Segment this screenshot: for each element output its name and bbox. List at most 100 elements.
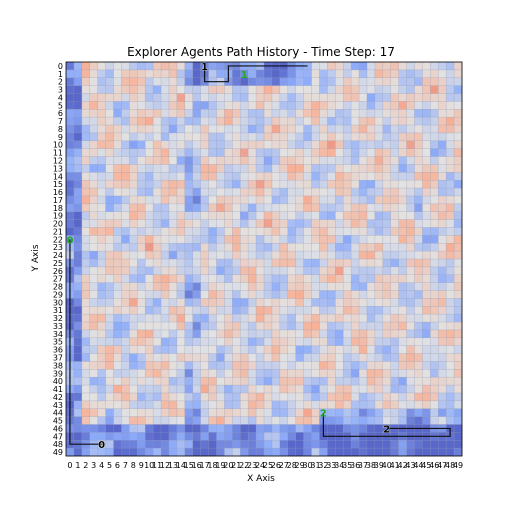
heatmap-cell [446,69,455,78]
heatmap-cell [438,164,447,173]
heatmap-cell [446,172,455,181]
heatmap-cell [145,101,154,110]
heatmap-cell [279,243,288,252]
heatmap-cell [351,125,360,134]
heatmap-cell [303,274,312,283]
heatmap-cell [161,180,170,189]
heatmap-cell [303,117,312,126]
heatmap-cell [81,377,90,386]
heatmap-cell [264,132,273,141]
heatmap-cell [264,172,273,181]
heatmap-cell [224,314,233,323]
heatmap-cell [73,259,83,268]
heatmap-cell [271,180,281,189]
heatmap-cell [81,62,90,71]
y-tick-label: 6 [58,109,63,118]
heatmap-cell [295,219,304,228]
heatmap-cell [366,227,376,236]
heatmap-cell [153,227,162,236]
heatmap-cell [303,195,312,205]
heatmap-cell [446,156,455,165]
heatmap-cell [366,353,376,362]
heatmap-cell [414,400,423,409]
heatmap-cell [105,77,114,86]
x-tick-label: 47 [437,461,447,470]
heatmap-cell [113,77,122,86]
heatmap-cell [81,219,90,228]
heatmap-cell [97,101,106,110]
heatmap-cell [271,298,281,307]
heatmap-cell [406,298,415,307]
heatmap-cell [406,385,415,394]
heatmap-cell [240,290,249,299]
heatmap-cell [335,77,344,86]
heatmap-cell [153,298,162,307]
heatmap-cell [454,188,463,197]
heatmap-cell [430,195,439,205]
heatmap-cell [184,266,193,275]
heatmap-cell [97,353,106,362]
heatmap-cell [430,290,439,299]
heatmap-cell [176,369,185,378]
heatmap-cell [184,77,193,86]
heatmap-cell [121,416,130,425]
heatmap-cell [153,188,162,197]
heatmap-cell [216,62,225,71]
heatmap-cell [137,164,146,173]
heatmap-cell [256,180,265,189]
heatmap-cell [192,337,201,346]
heatmap-cell [81,290,90,299]
heatmap-cell [398,172,407,181]
heatmap-cell [382,392,391,402]
heatmap-cell [192,322,201,331]
heatmap-cell [73,227,83,236]
heatmap-cell [208,211,217,220]
heatmap-cell [240,195,249,205]
heatmap-cell [113,132,122,141]
heatmap-cell [121,117,130,126]
heatmap-cell [359,211,368,220]
heatmap-cell [176,227,185,236]
heatmap-cell [264,400,273,409]
heatmap-cell [359,448,368,457]
heatmap-cell [216,109,225,118]
heatmap-cell [256,416,265,425]
heatmap-cell [192,125,201,134]
heatmap-cell [327,361,336,370]
heatmap-cell [216,353,225,362]
heatmap-cell [216,400,225,409]
heatmap-cell [264,195,273,205]
heatmap-cell [351,448,360,457]
heatmap-cell [113,219,122,228]
heatmap-cell [335,203,344,212]
heatmap-cell [390,156,399,165]
heatmap-cell [454,85,463,94]
heatmap-cell [121,290,130,299]
heatmap-cell [295,329,304,338]
heatmap-cell [240,203,249,212]
heatmap-cell [105,117,114,126]
heatmap-cell [406,337,415,346]
heatmap-cell [113,195,122,205]
heatmap-cell [176,290,185,299]
heatmap-cell [161,440,170,449]
heatmap-cell [271,377,281,386]
heatmap-cell [145,306,154,315]
heatmap-cell [454,377,463,386]
heatmap-cell [319,306,328,315]
heatmap-cell [295,424,304,433]
heatmap-cell [438,85,447,94]
heatmap-cell [311,188,320,197]
heatmap-cell [200,345,209,354]
x-tick-label: 39 [374,461,384,470]
heatmap-cell [73,164,83,173]
heatmap-cell [184,219,193,228]
heatmap-cell [153,274,162,283]
heatmap-cell [446,85,455,94]
heatmap-cell [89,85,98,94]
heatmap-cell [422,203,431,212]
heatmap-cell [192,132,201,141]
heatmap-cell [359,290,368,299]
heatmap-cell [374,227,383,236]
heatmap-cell [248,369,257,378]
